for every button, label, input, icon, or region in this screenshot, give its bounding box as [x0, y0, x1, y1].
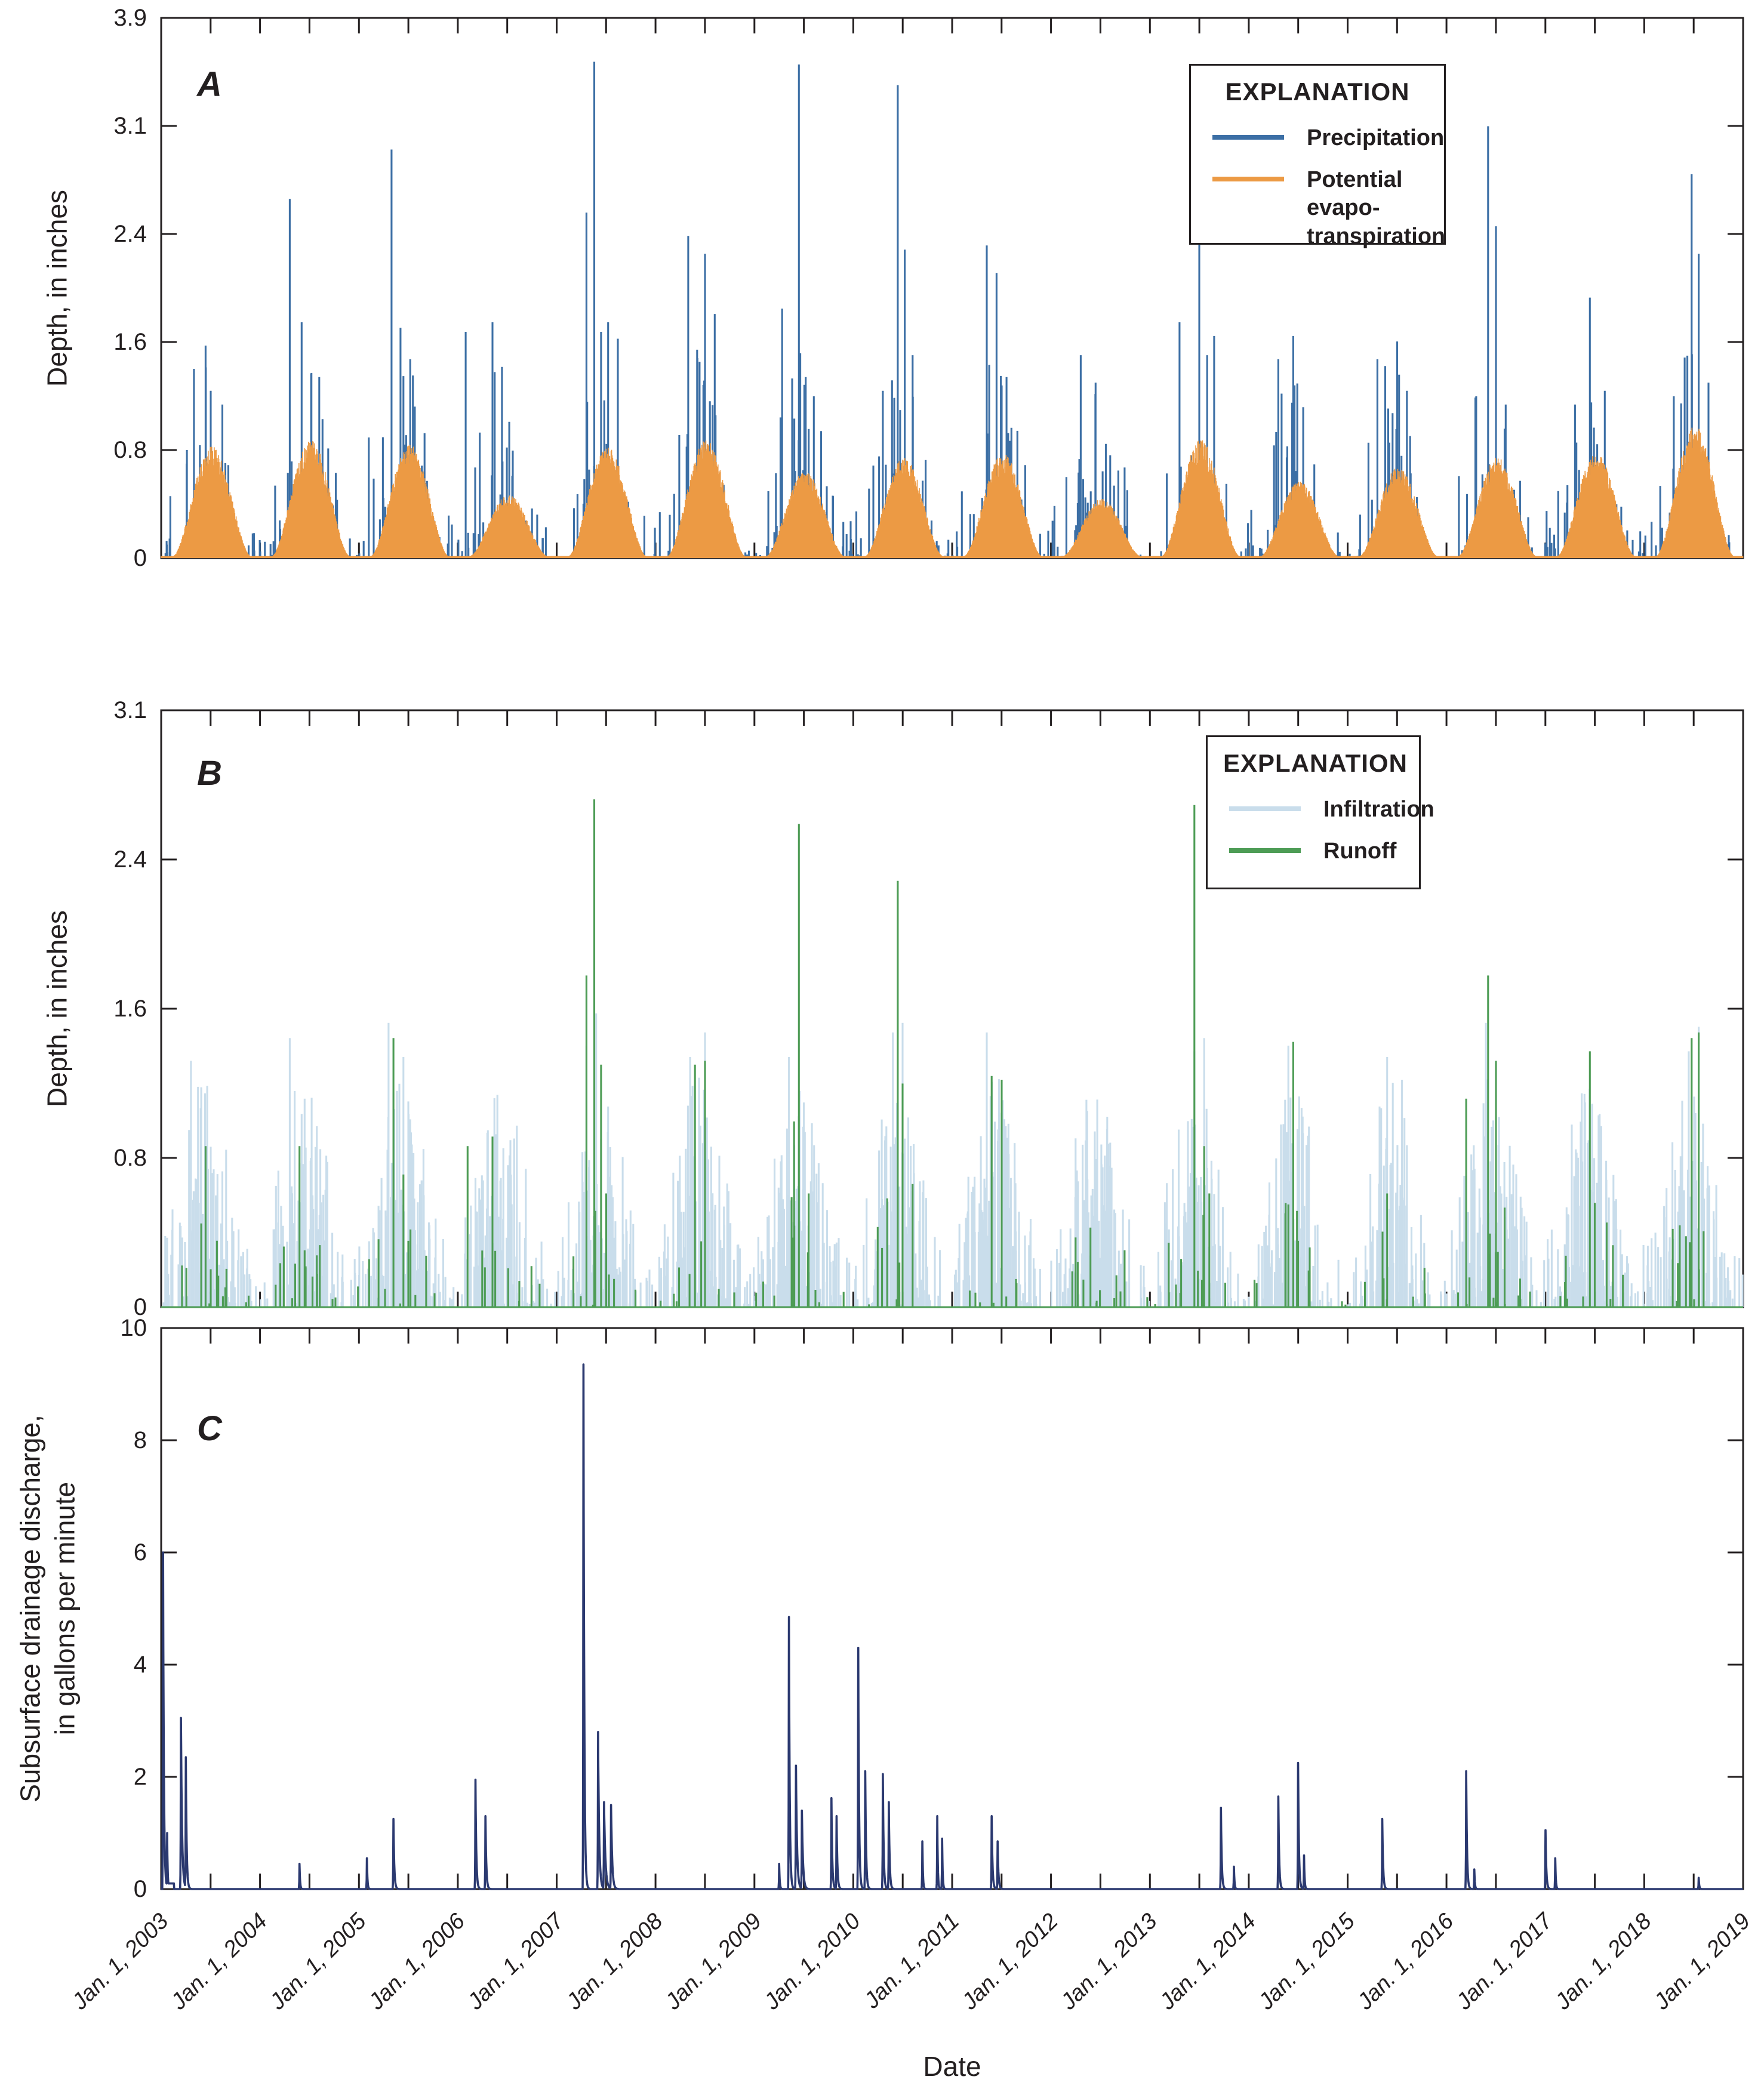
panel-a: 0 0.8 1.6 2.4 3.1 3.9 [113, 5, 1744, 571]
y-tick-label: 0.8 [113, 437, 147, 463]
y-tick-label: 2.4 [113, 846, 147, 873]
legend-a-item-precipitation: Precipitation [1206, 124, 1444, 153]
series-potential-evapotranspiration [161, 427, 1744, 558]
x-tick-label-year: Jan. 1, 2003 [67, 1909, 173, 2015]
panel-label-b: B [197, 754, 222, 793]
y-tick-label: 2 [134, 1764, 147, 1790]
y-tick-label: 1.6 [113, 996, 147, 1022]
y-tick-label: 4 [134, 1652, 147, 1678]
y-tick-label: 0 [134, 1876, 147, 1902]
x-tick-label-year: Jan. 1, 2006 [364, 1908, 470, 2015]
x-tick-label-year: Jan. 1, 2013 [1055, 1909, 1162, 2015]
legend-a-title: EXPLANATION [1225, 78, 1410, 106]
y-axis-title-c-line2: in gallons per minute [49, 1481, 80, 1736]
legend-b-item-infiltration: Infiltration [1223, 796, 1434, 824]
infiltration-label: Infiltration [1323, 797, 1434, 822]
y-tick-label: 0 [134, 545, 147, 571]
x-tick-label-year: Jan. 1, 2004 [166, 1909, 272, 2015]
series-infiltration [162, 1013, 1744, 1307]
x-tick-label-year: Jan. 1, 2017 [1451, 1908, 1559, 2015]
y-axis-title-c: Subsurface drainage discharge, in gallon… [14, 1415, 82, 1803]
x-tick-label-year: Jan. 1, 2007 [463, 1908, 570, 2015]
x-axis-title: Date [923, 2051, 981, 2082]
legend-panel-b: EXPLANATION Infiltration Runoff [1206, 735, 1434, 889]
panel-label-a: A [197, 65, 222, 104]
x-tick-label-year: Jan. 1, 2005 [264, 1908, 371, 2015]
pet-label: Potential evapo- transpiration [1307, 166, 1445, 251]
y-tick-label: 3.1 [113, 113, 147, 139]
axis-ticks-c [160, 1327, 1744, 1890]
panel-b: 0 0.8 1.6 2.4 3.1 [113, 697, 1744, 1320]
y-tick-label: 3.1 [113, 697, 147, 723]
pet-label-line2: transpiration [1307, 223, 1446, 249]
y-axis-title-a: Depth, in inches [41, 190, 73, 387]
y-axis-title-c-line1: Subsurface drainage discharge, [14, 1415, 46, 1803]
y-tick-label: 2.4 [113, 221, 147, 247]
infiltration-swatch [1229, 806, 1301, 811]
x-tick-label-year: Jan. 1, 2010 [759, 1909, 865, 2015]
legend-a-item-pet: Potential evapo- transpiration [1206, 166, 1445, 251]
y-tick-label: 3.9 [113, 5, 147, 31]
runoff-label: Runoff [1323, 838, 1397, 864]
x-tick-label-year: Jan. 1, 2018 [1550, 1909, 1656, 2015]
x-tick-label-year: Jan. 1, 2016 [1352, 1908, 1459, 2015]
y-tick-label: 6 [134, 1539, 147, 1566]
runoff-swatch [1229, 848, 1301, 853]
x-tick-label-year: Jan. 1, 2015 [1254, 1908, 1360, 2015]
y-tick-label: 10 [121, 1315, 147, 1341]
x-tick-label-year: Jan. 1, 2009 [660, 1909, 766, 2015]
y-axis-title-b: Depth, in inches [41, 910, 73, 1107]
x-tick-label-year: Jan. 1, 2019 [1649, 1909, 1755, 2015]
x-tick-label-year: Jan. 1, 2014 [1155, 1909, 1261, 2015]
x-tick-label-year: Jan. 1, 2012 [957, 1909, 1063, 2015]
series-subsurface-drainage-discharge [160, 1363, 1744, 1890]
series-runoff [181, 799, 1705, 1307]
y-tick-label: 0 [134, 1294, 147, 1320]
precipitation-swatch [1212, 135, 1284, 140]
precipitation-label: Precipitation [1307, 125, 1445, 150]
x-tick-label-year: Jan. 1, 2008 [561, 1909, 667, 2015]
y-tick-label: 0.8 [113, 1145, 147, 1171]
legend-b-title: EXPLANATION [1223, 749, 1408, 777]
axes-box-c [160, 1327, 1744, 1890]
panel-label-c: C [197, 1409, 222, 1448]
y-tick-label: 1.6 [113, 329, 147, 355]
y-tick-label: 8 [134, 1427, 147, 1453]
pet-swatch [1212, 176, 1284, 181]
pet-label-line1: Potential evapo- [1307, 167, 1403, 221]
legend-b-item-runoff: Runoff [1223, 837, 1403, 866]
x-tick-label-year: Jan. 1, 2011 [859, 1909, 964, 2014]
legend-panel-a: EXPLANATION Precipitation Potential evap… [1189, 64, 1446, 249]
